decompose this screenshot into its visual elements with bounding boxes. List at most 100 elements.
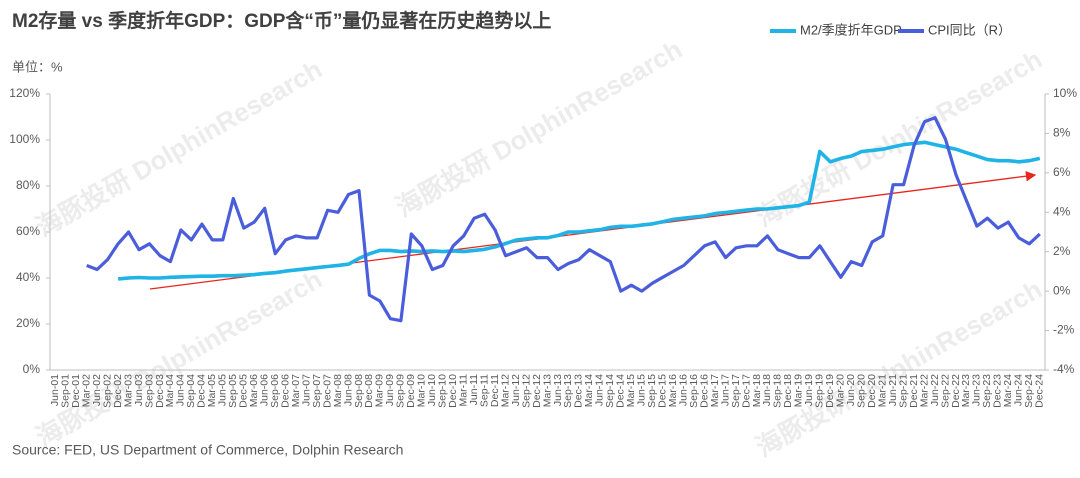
x-tick-label: Sep-07 (311, 374, 323, 408)
x-tick-label: Jun-14 (594, 374, 606, 406)
x-tick-label: Sep-14 (604, 374, 616, 408)
watermark: 海豚投研 DolphinResearch (31, 264, 328, 453)
x-tick-label: Dec-23 (992, 374, 1004, 408)
watermark: 海豚投研 DolphinResearch (751, 44, 1048, 233)
x-tick-label: Sep-22 (939, 374, 951, 408)
x-tick-label: Mar-17 (709, 374, 721, 407)
x-tick-label: Jun-03 (133, 374, 145, 406)
x-tick-label: Dec-24 (1034, 374, 1046, 408)
x-tick-label: Sep-15 (646, 374, 658, 408)
x-tick-label: Jun-19 (803, 374, 815, 406)
x-tick-label: Sep-20 (855, 374, 867, 408)
x-tick-label: Dec-12 (531, 374, 543, 408)
x-tick-label: Sep-06 (269, 374, 281, 408)
legend-label: CPI同比（R） (928, 22, 1011, 37)
watermark: 海豚投研 DolphinResearch (31, 54, 328, 243)
legend-label: M2/季度折年GDP (800, 22, 902, 37)
x-tick-label: Mar-07 (290, 374, 302, 407)
x-tick-label: Dec-06 (279, 374, 291, 408)
x-tick-label: Jun-07 (300, 374, 312, 406)
y2-tick-label: 2% (1053, 244, 1071, 258)
y-tick-label: 0% (23, 362, 41, 376)
x-tick-label: Sep-01 (59, 374, 71, 408)
y2-tick-label: 8% (1053, 126, 1071, 140)
x-tick-label: Mar-21 (876, 374, 888, 407)
x-tick-label: Jun-18 (761, 374, 773, 406)
x-tick-label: Dec-05 (238, 374, 250, 408)
y-tick-label: 40% (16, 270, 40, 284)
x-tick-label: Mar-12 (499, 374, 511, 407)
x-tick-label: Dec-17 (740, 374, 752, 408)
x-tick-label: Dec-15 (656, 374, 668, 408)
x-tick-label: Sep-03 (143, 374, 155, 408)
x-tick-label: Mar-15 (625, 374, 637, 407)
y-tick-label: 80% (16, 178, 40, 192)
x-tick-label: Sep-23 (981, 374, 993, 408)
x-tick-label: Sep-05 (227, 374, 239, 408)
x-tick-label: Dec-20 (866, 374, 878, 408)
x-tick-label: Jun-01 (49, 374, 61, 406)
x-tick-label: Sep-04 (185, 374, 197, 408)
y2-tick-label: 4% (1053, 204, 1071, 218)
x-tick-label: Mar-05 (206, 374, 218, 407)
x-tick-label: Mar-14 (583, 374, 595, 407)
y2-tick-label: 10% (1053, 86, 1077, 100)
x-tick-label: Sep-17 (730, 374, 742, 408)
x-tick-label: Sep-02 (101, 374, 113, 408)
x-tick-label: Jun-20 (845, 374, 857, 406)
x-tick-label: Sep-11 (478, 374, 490, 407)
x-tick-label: Jun-24 (1013, 374, 1025, 406)
x-tick-label: Dec-13 (573, 374, 585, 408)
x-tick-label: Mar-02 (80, 374, 92, 407)
x-tick-label: Jun-16 (677, 374, 689, 406)
y2-tick-label: 0% (1053, 283, 1071, 297)
x-tick-label: Mar-20 (835, 374, 847, 407)
x-tick-label: Sep-09 (395, 374, 407, 408)
chart-title: M2存量 vs 季度折年GDP：GDP含“币”量仍显著在历史趋势以上 (12, 9, 551, 32)
x-tick-label: Dec-19 (824, 374, 836, 408)
x-tick-label: Mar-10 (416, 374, 428, 407)
x-tick-label: Mar-04 (164, 374, 176, 407)
x-tick-label: Sep-21 (897, 374, 909, 408)
x-tick-label: Dec-22 (950, 374, 962, 408)
x-tick-label: Dec-09 (405, 374, 417, 408)
y2-tick-label: -4% (1053, 362, 1075, 376)
x-tick-label: Jun-13 (552, 374, 564, 406)
x-tick-label: Dec-21 (908, 374, 920, 408)
x-tick-label: Dec-03 (154, 374, 166, 408)
source: Source: FED, US Department of Commerce, … (12, 442, 403, 458)
x-tick-label: Jun-12 (510, 374, 522, 406)
x-tick-label: Dec-01 (70, 374, 82, 408)
x-tick-label: Sep-12 (520, 374, 532, 408)
x-tick-label: Mar-06 (248, 374, 260, 407)
x-tick-label: Jun-22 (929, 374, 941, 406)
series-line (117, 140, 1041, 281)
x-tick-label: Jun-23 (971, 374, 983, 406)
series-line (86, 116, 1041, 323)
watermark: 海豚投研 DolphinResearch (391, 34, 688, 223)
x-tick-label: Dec-08 (363, 374, 375, 408)
x-tick-label: Sep-10 (437, 374, 449, 408)
x-tick-label: Sep-13 (562, 374, 574, 408)
x-tick-label: Jun-21 (887, 374, 899, 406)
x-tick-label: Jun-08 (342, 374, 354, 406)
x-tick-label: Jun-06 (258, 374, 270, 406)
x-tick-label: Dec-02 (112, 374, 124, 408)
x-tick-label: Mar-03 (122, 374, 134, 407)
x-tick-label: Jun-04 (175, 374, 187, 406)
y-tick-label: 60% (16, 224, 40, 238)
x-tick-label: Mar-11 (457, 374, 469, 407)
x-tick-label: Jun-09 (384, 374, 396, 406)
x-tick-label: Dec-11 (489, 374, 501, 407)
y2-tick-label: 6% (1053, 165, 1071, 179)
y-tick-label: 20% (16, 316, 40, 330)
x-tick-label: Jun-02 (91, 374, 103, 406)
x-tick-label: Dec-18 (782, 374, 794, 408)
x-tick-label: Sep-18 (772, 374, 784, 408)
x-tick-label: Sep-19 (814, 374, 826, 408)
x-tick-label: Jun-15 (636, 374, 648, 406)
x-tick-label: Dec-04 (196, 374, 208, 408)
x-tick-label: Mar-23 (960, 374, 972, 407)
x-tick-label: Dec-16 (698, 374, 710, 408)
